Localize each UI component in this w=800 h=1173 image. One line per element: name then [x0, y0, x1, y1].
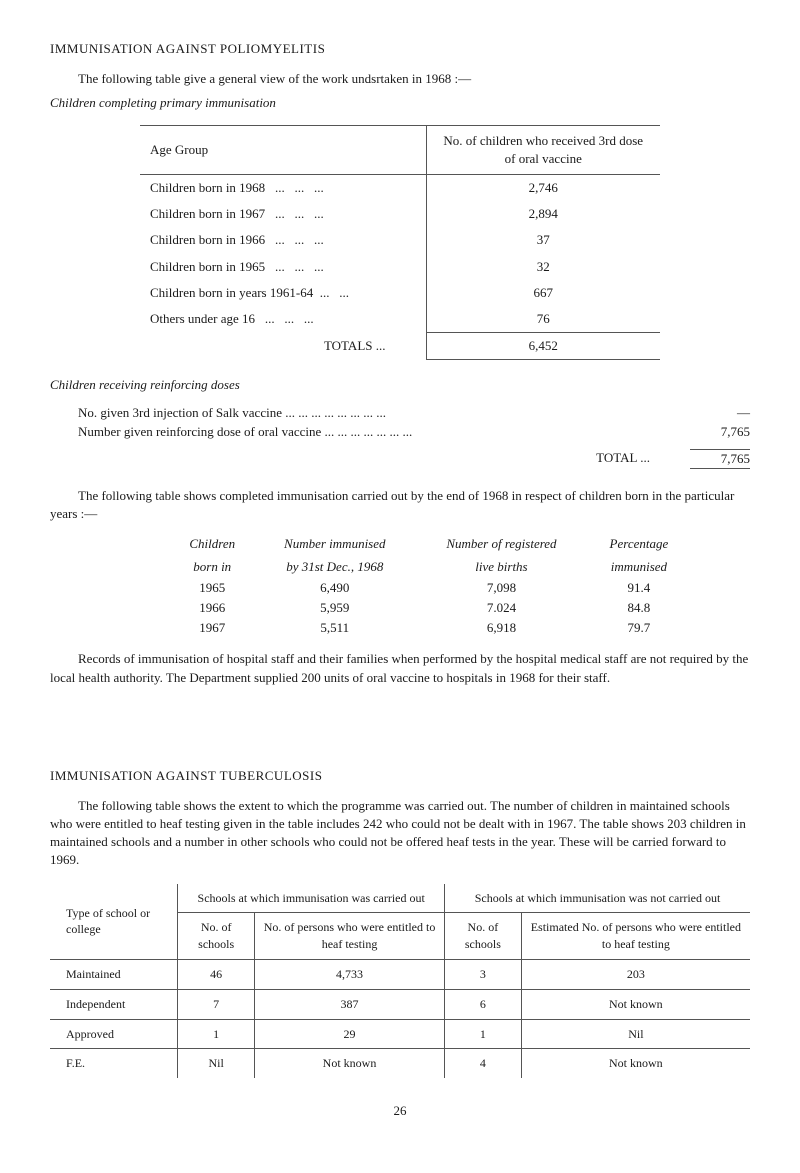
row-value: 667 — [426, 280, 660, 306]
row-label: Others under age 16 — [150, 311, 255, 326]
table-completed-immunisation: Children Number immunised Number of regi… — [170, 533, 690, 638]
cell: 1966 — [170, 598, 254, 618]
cell: 5,959 — [254, 598, 415, 618]
row-value: 2,746 — [426, 174, 660, 201]
polio-heading: IMMUNISATION AGAINST POLIOMYELITIS — [50, 40, 750, 58]
t2-h4b: immunised — [588, 556, 690, 578]
row-label: Children born in years 1961-64 — [150, 285, 313, 300]
t3-sub-header: Estimated No. of persons who were entitl… — [521, 913, 750, 960]
cell: 203 — [521, 960, 750, 990]
t2-h4: Percentage — [588, 533, 690, 555]
t3-group-header-2: Schools at which immunisation was not ca… — [445, 884, 750, 913]
t3-row-header: Type of school or college — [50, 884, 178, 960]
cell: 84.8 — [588, 598, 690, 618]
polio-para2: The following table shows completed immu… — [50, 487, 750, 523]
reinforcing-total-value: 7,765 — [690, 449, 750, 469]
table1-col-left-header: Age Group — [140, 125, 426, 174]
row-value: 32 — [426, 254, 660, 280]
cell: 4,733 — [255, 960, 445, 990]
cell: 7 — [178, 989, 255, 1019]
table-tuberculosis: Type of school or college Schools at whi… — [50, 884, 750, 1079]
table-row: Others under age 16 76 — [140, 306, 660, 333]
table1-totals-row: TOTALS ... 6,452 — [140, 333, 660, 360]
reinforcing-heading: Children receiving reinforcing doses — [50, 376, 750, 394]
cell: Nil — [178, 1049, 255, 1078]
reinforcing-block: No. given 3rd injection of Salk vaccine … — [50, 404, 750, 469]
t3-sub-header: No. of schools — [445, 913, 522, 960]
cell: 6,918 — [415, 618, 588, 638]
table-row: Children born in 1966 37 — [140, 227, 660, 253]
row-value: 2,894 — [426, 201, 660, 227]
cell: 1965 — [170, 578, 254, 598]
t3-sub-header: No. of persons who were entitled to heaf… — [255, 913, 445, 960]
t2-h3: Number of registered — [415, 533, 588, 555]
table-row: Approved 1 29 1 Nil — [50, 1019, 750, 1049]
cell: Independent — [50, 989, 178, 1019]
table-row: 1967 5,511 6,918 79.7 — [170, 618, 690, 638]
table-row: Children born in 1968 2,746 — [140, 174, 660, 201]
table-primary-immunisation: Age Group No. of children who received 3… — [140, 125, 660, 361]
cell: 1 — [178, 1019, 255, 1049]
row-label: Children born in 1966 — [150, 232, 265, 247]
totals-label: TOTALS ... — [140, 333, 426, 360]
t3-group-header-1: Schools at which immunisation was carrie… — [178, 884, 445, 913]
cell: 6,490 — [254, 578, 415, 598]
table-row: Children born in years 1961-64 ... ... 6… — [140, 280, 660, 306]
cell: 1967 — [170, 618, 254, 638]
reinforcing-value: 7,765 — [690, 423, 750, 441]
cell: Approved — [50, 1019, 178, 1049]
t2-h2b: by 31st Dec., 1968 — [254, 556, 415, 578]
cell: 387 — [255, 989, 445, 1019]
t2-h3b: live births — [415, 556, 588, 578]
tb-para1: The following table shows the extent to … — [50, 797, 750, 870]
polio-subtitle: Children completing primary immunisation — [50, 94, 750, 112]
totals-value: 6,452 — [426, 333, 660, 360]
reinforcing-row: Number given reinforcing dose of oral va… — [50, 423, 750, 441]
tb-heading: IMMUNISATION AGAINST TUBERCULOSIS — [50, 767, 750, 785]
table-row: 1965 6,490 7,098 91.4 — [170, 578, 690, 598]
cell: F.E. — [50, 1049, 178, 1078]
table1-col-right-header: No. of children who received 3rd dose of… — [426, 125, 660, 174]
row-label: Children born in 1967 — [150, 206, 265, 221]
row-label: Children born in 1968 — [150, 180, 265, 195]
cell: 5,511 — [254, 618, 415, 638]
t2-h1: Children — [170, 533, 254, 555]
table-row: Children born in 1967 2,894 — [140, 201, 660, 227]
cell: 7.024 — [415, 598, 588, 618]
reinforcing-label: No. given 3rd injection of Salk vaccine … — [50, 404, 386, 422]
table-row: Maintained 46 4,733 3 203 — [50, 960, 750, 990]
reinforcing-total-label: TOTAL ... — [596, 449, 650, 469]
cell: 91.4 — [588, 578, 690, 598]
row-value: 37 — [426, 227, 660, 253]
cell: Maintained — [50, 960, 178, 990]
table-row: 1966 5,959 7.024 84.8 — [170, 598, 690, 618]
reinforcing-value: — — [690, 404, 750, 422]
cell: 3 — [445, 960, 522, 990]
polio-para3: Records of immunisation of hospital staf… — [50, 650, 750, 686]
polio-intro: The following table give a general view … — [50, 70, 750, 88]
cell: 79.7 — [588, 618, 690, 638]
cell: 6 — [445, 989, 522, 1019]
cell: 29 — [255, 1019, 445, 1049]
cell: Not known — [521, 989, 750, 1019]
cell: 7,098 — [415, 578, 588, 598]
row-label: Children born in 1965 — [150, 259, 265, 274]
reinforcing-row: No. given 3rd injection of Salk vaccine … — [50, 404, 750, 422]
t3-sub-header: No. of schools — [178, 913, 255, 960]
row-value: 76 — [426, 306, 660, 333]
cell: Not known — [255, 1049, 445, 1078]
cell: 1 — [445, 1019, 522, 1049]
table-row: Children born in 1965 32 — [140, 254, 660, 280]
table-row: Independent 7 387 6 Not known — [50, 989, 750, 1019]
page-number: 26 — [50, 1102, 750, 1120]
cell: 4 — [445, 1049, 522, 1078]
reinforcing-total: TOTAL ... 7,765 — [50, 449, 750, 469]
t2-h1b: born in — [170, 556, 254, 578]
t2-h2: Number immunised — [254, 533, 415, 555]
reinforcing-label: Number given reinforcing dose of oral va… — [50, 423, 412, 441]
cell: Nil — [521, 1019, 750, 1049]
table-row: F.E. Nil Not known 4 Not known — [50, 1049, 750, 1078]
cell: Not known — [521, 1049, 750, 1078]
cell: 46 — [178, 960, 255, 990]
